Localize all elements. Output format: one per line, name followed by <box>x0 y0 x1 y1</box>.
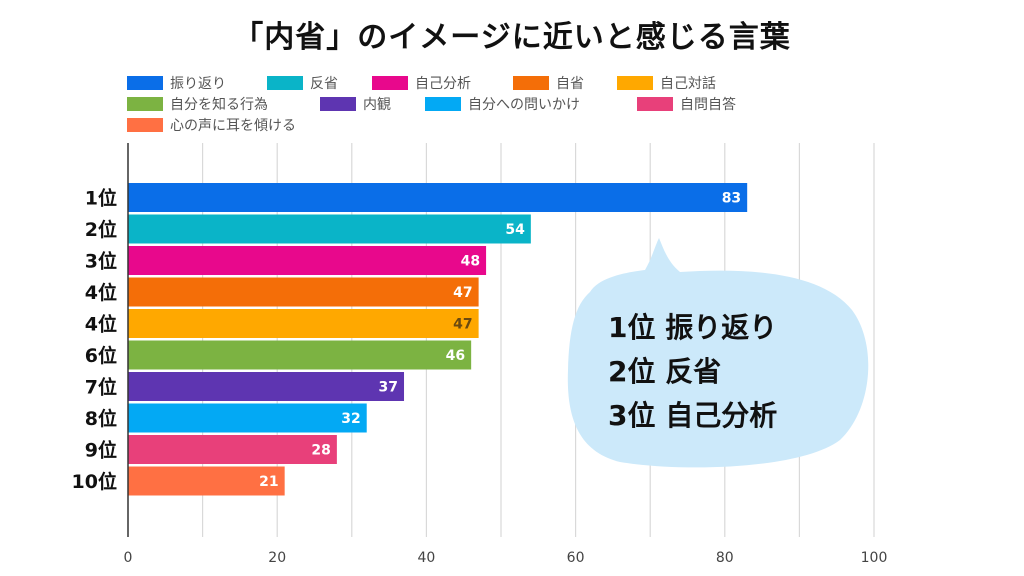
legend-item: 自省 <box>513 75 584 92</box>
legend-label: 自省 <box>556 76 584 92</box>
value-label: 48 <box>461 254 480 270</box>
legend-item: 自己対話 <box>617 75 716 92</box>
bar-10 <box>128 466 285 496</box>
legend-item: 自己分析 <box>372 75 471 92</box>
legend-swatch <box>425 97 461 111</box>
value-label: 37 <box>379 380 398 396</box>
category-label: 2位 <box>85 218 117 241</box>
bar-9 <box>128 435 337 464</box>
legend-swatch <box>127 76 163 90</box>
category-label: 4位 <box>85 281 117 304</box>
value-label: 32 <box>341 411 360 427</box>
callout-bubble <box>567 238 869 468</box>
bar-2 <box>128 214 531 244</box>
value-label: 28 <box>311 443 330 459</box>
value-label: 46 <box>446 348 465 364</box>
legend-swatch <box>513 76 549 90</box>
legend-item: 自分を知る行為 <box>127 96 268 113</box>
value-label: 83 <box>722 191 741 207</box>
category-label: 7位 <box>85 376 117 399</box>
bar-1 <box>128 183 748 212</box>
category-label: 4位 <box>85 313 117 336</box>
legend-swatch <box>637 97 673 111</box>
legend-label: 自己対話 <box>660 76 716 92</box>
category-label: 10位 <box>72 470 117 493</box>
legend-item: 振り返り <box>127 75 226 92</box>
legend-swatch <box>127 118 163 132</box>
legend-label: 振り返り <box>170 76 226 92</box>
category-label: 3位 <box>85 250 117 273</box>
legend-item: 自分への問いかけ <box>425 96 580 113</box>
value-label: 21 <box>259 474 278 490</box>
bar-4 <box>128 277 479 307</box>
legend-swatch <box>127 97 163 111</box>
bar-6 <box>128 340 472 370</box>
legend-label: 内観 <box>363 97 391 113</box>
bars: 83 54 48 47 47 46 37 32 28 21 <box>128 183 748 496</box>
bar-8 <box>128 403 367 433</box>
bar-5 <box>128 309 479 338</box>
category-label: 9位 <box>85 439 117 462</box>
category-label: 1位 <box>85 187 117 210</box>
x-tick-label: 40 <box>417 550 435 566</box>
legend-item: 自問自答 <box>637 96 736 113</box>
legend-label: 心の声に耳を傾ける <box>170 118 296 134</box>
legend-label: 自分を知る行為 <box>170 97 268 113</box>
x-tick-labels: 0 20 40 60 80 100 <box>124 550 888 566</box>
legend-swatch <box>320 97 356 111</box>
bar-7 <box>128 372 405 401</box>
legend-label: 自己分析 <box>415 76 471 92</box>
legend-label: 反省 <box>310 76 338 92</box>
value-label: 54 <box>505 222 525 238</box>
value-label: 47 <box>453 285 472 301</box>
chart-title: 「内省」のイメージに近いと感じる言葉 <box>233 20 791 55</box>
legend-swatch <box>267 76 303 90</box>
legend-label: 自問自答 <box>680 97 736 113</box>
x-tick-label: 100 <box>861 550 888 566</box>
x-tick-label: 20 <box>268 550 286 566</box>
x-tick-label: 80 <box>716 550 734 566</box>
legend-swatch <box>617 76 653 90</box>
legend-item: 反省 <box>267 75 338 92</box>
callout-bubble-layer <box>567 238 869 468</box>
callout-line-1: 1位 振り返り <box>608 311 778 344</box>
category-labels: 1位 2位 3位 4位 4位 6位 7位 8位 9位 10位 <box>72 187 117 494</box>
category-label: 8位 <box>85 407 117 430</box>
legend-swatch <box>372 76 408 90</box>
x-tick-label: 60 <box>567 550 585 566</box>
value-label: 47 <box>453 317 472 333</box>
callout-line-2: 2位 反省 <box>608 355 722 388</box>
x-tick-label: 0 <box>124 550 133 566</box>
legend-label: 自分への問いかけ <box>468 97 580 113</box>
category-label: 6位 <box>85 344 117 367</box>
legend-item: 心の声に耳を傾ける <box>127 117 296 134</box>
callout-line-3: 3位 自己分析 <box>608 399 778 432</box>
legend-item: 内観 <box>320 96 391 113</box>
bar-3 <box>128 246 487 275</box>
